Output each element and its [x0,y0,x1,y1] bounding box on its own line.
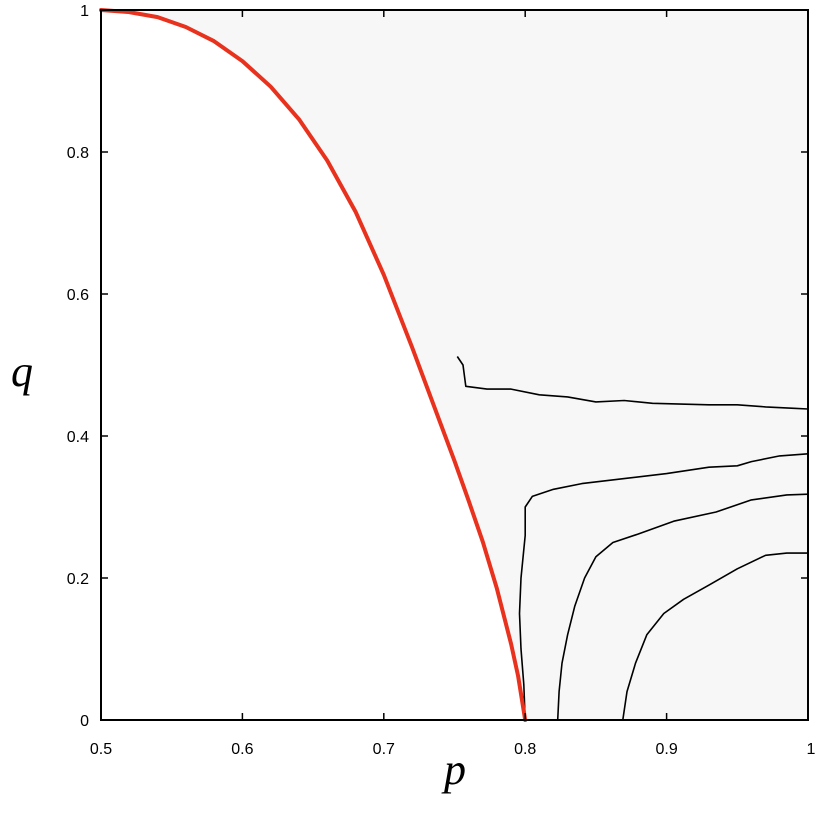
x-tick-label: 1 [807,741,816,758]
boundary-curve [99,8,528,722]
x-tick-label: 0.5 [90,741,112,758]
contour-line-2 [518,453,808,720]
x-axis-title: p [441,745,466,794]
y-tick-label: 0.2 [67,571,89,588]
x-tick-label: 0.9 [655,741,677,758]
plot-frame [100,9,809,721]
contour-lines [456,356,808,720]
x-tick-label: 0.6 [231,741,253,758]
y-tick-label: 1 [80,3,89,20]
y-tick-label: 0.8 [67,145,89,162]
contour-line-4 [622,552,808,720]
y-tick-label: 0 [80,713,89,730]
y-tick-label: 0.6 [67,287,89,304]
contour-line-3 [556,493,808,720]
y-axis-title: q [11,347,33,396]
x-axis-ticks: 0.5 0.6 0.7 0.8 0.9 1 [90,10,816,758]
contour-line-1 [456,356,808,410]
y-axis-ticks: 0 0.2 0.4 0.6 0.8 1 [67,3,808,730]
x-tick-label: 0.7 [373,741,395,758]
y-tick-label: 0.4 [67,429,89,446]
x-tick-label: 0.8 [514,741,536,758]
